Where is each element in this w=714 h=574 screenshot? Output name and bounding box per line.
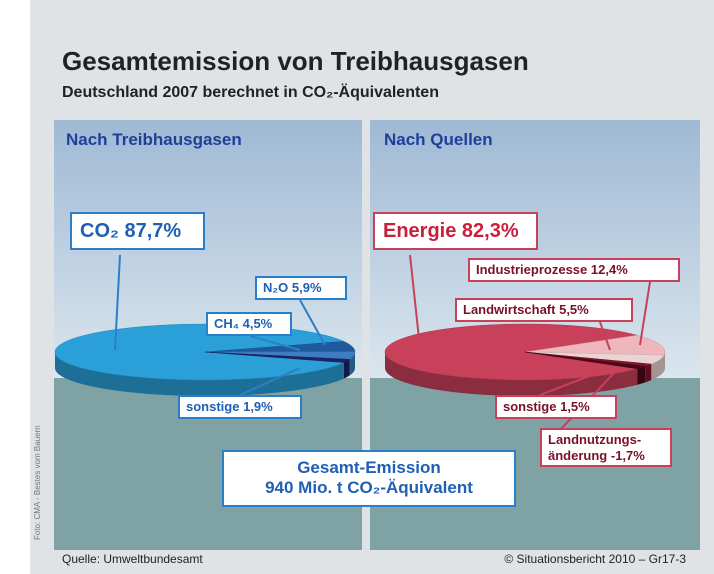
category-label: Landwirtschaft xyxy=(463,302,555,317)
chart-title: Nach Quellen xyxy=(384,130,493,150)
title: Gesamtemission von Treibhausgasen xyxy=(62,46,529,77)
category-label: sonstige xyxy=(503,399,556,414)
value-label: 4,5% xyxy=(243,316,273,331)
slice-label: Energie 82,3% xyxy=(373,212,538,250)
slice-label: Industrieprozesse 12,4% xyxy=(468,258,680,282)
value-label: 5,9% xyxy=(292,280,322,295)
slice-label: CO₂ 87,7% xyxy=(70,212,205,250)
photo-credit: Foto: CMA - Bestes vom Bauern xyxy=(33,425,42,540)
category-label: Energie xyxy=(383,220,456,242)
copyright: © Situationsbericht 2010 – Gr17-3 xyxy=(504,552,686,566)
category-label: N₂O xyxy=(263,280,288,295)
slice-label: sonstige 1,9% xyxy=(178,395,302,419)
value-label: 12,4% xyxy=(591,262,628,277)
slice-label: CH₄ 4,5% xyxy=(206,312,292,336)
value-label: 1,5% xyxy=(560,399,590,414)
slice-label: Landnutzungs-änderung -1,7% xyxy=(540,428,672,467)
infographic: Foto: CMA - Bestes vom Bauern Gesamtemis… xyxy=(0,0,714,574)
slice-label: N₂O 5,9% xyxy=(255,276,347,300)
pie-side xyxy=(637,366,645,384)
value-label: -1,7% xyxy=(611,448,645,463)
total-box: Gesamt-Emission 940 Mio. t CO₂-Äquivalen… xyxy=(222,450,516,507)
category-label: CH₄ xyxy=(214,316,239,331)
value-label: 5,5% xyxy=(559,302,589,317)
category-label: Industrieprozesse xyxy=(476,262,587,277)
total-title: Gesamt-Emission xyxy=(230,458,508,478)
value-label: 1,9% xyxy=(243,399,273,414)
slice-label: sonstige 1,5% xyxy=(495,395,617,419)
chart-title: Nach Treibhausgasen xyxy=(66,130,242,150)
category-label: CO₂ xyxy=(80,220,119,242)
value-label: 87,7% xyxy=(124,220,181,242)
pie-side xyxy=(645,364,651,382)
slice-label: Landwirtschaft 5,5% xyxy=(455,298,633,322)
source: Quelle: Umweltbundesamt xyxy=(62,552,203,566)
value-label: 82,3% xyxy=(462,220,519,242)
total-text: 940 Mio. t CO₂-Äquivalent xyxy=(230,478,508,498)
category-label: sonstige xyxy=(186,399,239,414)
subtitle: Deutschland 2007 berechnet in CO₂-Äquiva… xyxy=(62,84,439,102)
